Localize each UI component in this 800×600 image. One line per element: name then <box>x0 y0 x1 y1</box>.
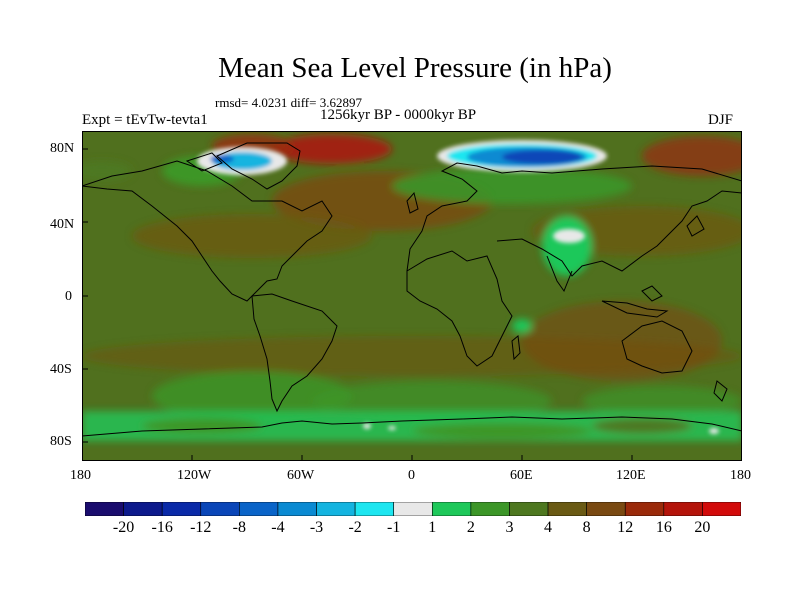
colorbar-label: -8 <box>232 519 246 536</box>
stats-subtitle: rmsd= 4.0231 diff= 3.62897 <box>215 95 362 110</box>
colorbar-label: -16 <box>151 519 173 536</box>
plot-title: Mean Sea Level Pressure (in hPa) <box>218 52 612 84</box>
strong-anomalies <box>197 140 719 434</box>
colorbar-swatch-2 <box>161 502 202 516</box>
lon-tick-180e: 180 <box>730 468 751 483</box>
colorbar-label: -1 <box>387 519 401 536</box>
colorbar-swatch-1 <box>123 502 163 516</box>
colorbar-label: 4 <box>544 519 553 536</box>
colorbar-label: 3 <box>505 519 514 536</box>
colorbar-swatch-13 <box>586 502 626 516</box>
colorbar-label: -2 <box>348 519 362 536</box>
colorbar-label: -4 <box>271 519 285 536</box>
period-subtitle: 1256kyr BP - 0000kyr BP <box>320 107 477 123</box>
lat-tick-40s: 40S <box>50 362 72 377</box>
colorbar-swatch-11 <box>509 502 549 516</box>
colorbar-label: 2 <box>466 519 475 536</box>
lon-tick-120w: 120W <box>177 468 212 483</box>
anomaly-patches <box>82 134 742 441</box>
lat-tick-0: 0 <box>65 289 72 304</box>
colorbar-swatch-6 <box>316 502 356 516</box>
lon-tick-120e: 120E <box>616 468 646 483</box>
colorbar-label: 20 <box>694 519 711 536</box>
colorbar-label: -12 <box>190 519 212 536</box>
coastlines <box>82 142 742 437</box>
colorbar-swatch-3 <box>200 502 240 516</box>
lat-tick-80n: 80N <box>50 141 75 156</box>
lat-tick-80s: 80S <box>50 434 72 449</box>
colorbar-swatch-10 <box>470 502 510 516</box>
colorbar-label: 1 <box>428 519 437 536</box>
lon-tick-60e: 60E <box>510 468 533 483</box>
colorbar-swatch-9 <box>431 502 472 516</box>
colorbar-label: 16 <box>655 519 672 536</box>
colorbar-swatch-15 <box>663 502 703 516</box>
lon-tick-60w: 60W <box>287 468 315 483</box>
axis-ticks <box>82 148 633 461</box>
colorbar-swatch-8 <box>393 502 433 516</box>
lon-tick-0: 0 <box>408 468 415 483</box>
colorbar-swatch-7 <box>354 502 395 516</box>
season-label: DJF <box>708 112 734 128</box>
colorbar-swatch-0 <box>85 502 124 516</box>
colorbar-swatch-4 <box>239 502 279 516</box>
colorbar-label: -3 <box>309 519 324 536</box>
lat-tick-40n: 40N <box>50 217 75 232</box>
colorbar-swatch-14 <box>624 502 665 516</box>
pressure-map <box>82 131 742 461</box>
lon-tick-180w: 180 <box>70 468 91 483</box>
colorbar <box>85 502 741 516</box>
colorbar-swatch-12 <box>547 502 587 516</box>
colorbar-label: 12 <box>617 519 634 536</box>
experiment-label: Expt = tEvTw-tevta1 <box>82 112 208 128</box>
colorbar-swatch-16 <box>702 502 741 516</box>
colorbar-swatch-5 <box>277 502 317 516</box>
colorbar-label: -20 <box>112 519 135 536</box>
colorbar-label: 8 <box>582 519 591 536</box>
